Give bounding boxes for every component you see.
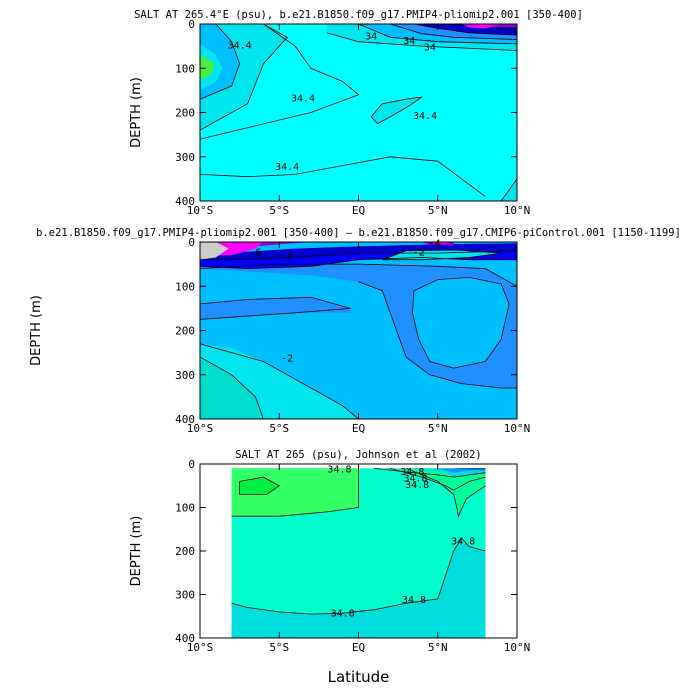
- contour-label-4: -4: [429, 238, 441, 249]
- panel-title: SALT AT 265 (psu), Johnson et al (2002): [235, 449, 482, 461]
- y-tick-label: 400: [175, 413, 195, 426]
- contour-fill-2: [412, 277, 510, 369]
- contour-line-5: [200, 24, 360, 140]
- contour-fill-3: [231, 538, 486, 638]
- y-tick-label: 200: [175, 107, 195, 120]
- x-tick-label: EQ: [352, 641, 365, 654]
- contour-label-4: 34.8: [451, 536, 475, 547]
- contour-line-1: [231, 537, 486, 615]
- y-tick-label: 300: [175, 151, 195, 164]
- x-tick-label: EQ: [352, 204, 365, 217]
- x-tick-label: 5°S: [269, 422, 289, 435]
- contour-line-6: [374, 468, 486, 478]
- contour-line-1: [200, 263, 517, 287]
- contour-label-3: -4: [281, 252, 293, 263]
- contour-label-2: -2: [413, 247, 425, 258]
- contour-label-6: 34: [403, 36, 415, 47]
- contour-label-7: 34.8: [400, 467, 424, 478]
- x-tick-label: 10°N: [504, 641, 531, 654]
- contour-line-2: [200, 296, 351, 320]
- contour-line-6: [358, 281, 517, 389]
- y-tick-label: 100: [175, 62, 195, 75]
- contour-line-8: [390, 24, 517, 40]
- contour-fill-13: [429, 242, 451, 245]
- panel-1: 34.4 34 34.4 34.4 34.4 34 34 10°S 5°S EQ 5°N 10°N 0 1…: [129, 9, 583, 217]
- contour-line-8: [200, 257, 517, 270]
- contour-label-2: 34.8: [331, 608, 355, 619]
- plot-area: [200, 242, 517, 419]
- y-tick-label: 400: [175, 195, 195, 208]
- contour-label-4: 34.4: [413, 111, 437, 122]
- x-tick-label: 10°S: [187, 422, 214, 435]
- y-tick-label: 0: [188, 458, 195, 471]
- y-axis-label: DEPTH (m): [29, 295, 44, 366]
- y-tick-label: 100: [175, 280, 195, 293]
- contour-line-6: [326, 32, 517, 51]
- contour-line-4: [200, 356, 264, 419]
- contour-line-2: [200, 24, 241, 100]
- contour-label-5: 34.4: [275, 162, 299, 173]
- contour-label-3: 34.8: [402, 595, 426, 606]
- y-tick-label: 100: [175, 502, 195, 515]
- contour-fill-3: [200, 297, 351, 320]
- y-tick-label: 0: [188, 18, 195, 31]
- contour-fill-5: [200, 357, 264, 419]
- contour-line-9: [200, 250, 517, 261]
- contour-label-6: 34.8: [404, 473, 428, 484]
- contour-line-3: [200, 343, 359, 419]
- contour-label-5: -6: [249, 247, 261, 258]
- panel-title: SALT AT 265.4°E (psu), b.e21.B1850.f09_g…: [134, 9, 583, 21]
- contour-label-1: 34.4: [228, 40, 252, 51]
- panel-title: b.e21.B1850.f09_g17.PMIP4-pliomip2.001 […: [36, 227, 681, 239]
- contour-label-5: 34.8: [405, 480, 429, 491]
- contour-line-4: [370, 96, 423, 125]
- panel-3: 34.834.834.834.834.834.834.810°S 5°S EQ 5°N…: [129, 449, 530, 686]
- contour-line-7: [382, 249, 502, 261]
- contour-line-9: [413, 24, 517, 36]
- contour-fill-9: [453, 468, 486, 470]
- y-tick-label: 0: [188, 236, 195, 249]
- contour-line-2: [231, 468, 359, 517]
- y-axis-label: DEPTH (m): [129, 77, 144, 148]
- plot-area: [200, 24, 517, 201]
- contour-label-1: 34.8: [327, 465, 351, 476]
- contour-label-7: 34: [424, 43, 436, 54]
- plot-area: [200, 464, 517, 638]
- contour-fill-6: [239, 477, 280, 495]
- contour-line-7: [358, 24, 517, 45]
- contour-line-4: [405, 468, 486, 518]
- contour-label-2: 34: [365, 31, 377, 42]
- contour-line-5: [390, 468, 486, 491]
- contour-line-5: [411, 276, 510, 369]
- y-tick-label: 300: [175, 369, 195, 382]
- y-tick-label: 200: [175, 325, 195, 338]
- contour-label-3: 34.4: [291, 93, 315, 104]
- y-tick-label: 300: [175, 589, 195, 602]
- contour-fill-4: [200, 55, 215, 80]
- x-tick-label: EQ: [352, 422, 365, 435]
- x-tick-label: 5°S: [269, 204, 289, 217]
- x-tick-label: 10°S: [187, 641, 214, 654]
- contour-line-1: [200, 156, 486, 197]
- x-tick-label: 5°N: [428, 641, 448, 654]
- contour-fill-11: [461, 24, 502, 29]
- contour-fill-8: [437, 468, 486, 473]
- panel-2: -2 -2 -4 -4 -6 10°S 5°S EQ 5°N 10°N 0 100 200 300 400 b…: [29, 227, 681, 435]
- y-tick-label: 200: [175, 545, 195, 558]
- contour-line-3: [239, 476, 281, 495]
- contour-label-1: -2: [281, 353, 293, 364]
- contour-fill-10: [200, 242, 229, 260]
- contour-line-3: [200, 24, 288, 131]
- x-axis-label: Latitude: [328, 668, 390, 686]
- x-tick-label: 5°N: [428, 422, 448, 435]
- x-tick-label: 10°S: [187, 204, 214, 217]
- x-tick-label: 10°N: [504, 422, 531, 435]
- x-tick-label: 10°N: [504, 204, 531, 217]
- y-axis-label: DEPTH (m): [129, 516, 144, 587]
- contour-line-10: [500, 178, 517, 201]
- x-tick-label: 5°S: [269, 641, 289, 654]
- x-tick-label: 5°N: [428, 204, 448, 217]
- y-tick-label: 400: [175, 632, 195, 645]
